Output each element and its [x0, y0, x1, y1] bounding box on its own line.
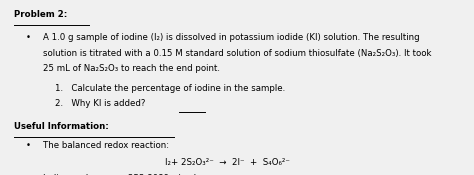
Text: Useful Information:: Useful Information:	[14, 122, 109, 131]
Text: Iodine molar mass: 253.8089 g/mole: Iodine molar mass: 253.8089 g/mole	[43, 174, 201, 175]
Text: •: •	[26, 174, 31, 175]
Text: Problem 2:: Problem 2:	[14, 10, 67, 19]
Text: The balanced redox reaction:: The balanced redox reaction:	[43, 141, 169, 150]
Text: 1.   Calculate the percentage of iodine in the sample.: 1. Calculate the percentage of iodine in…	[55, 84, 285, 93]
Text: solution is titrated with a 0.15 M standard solution of sodium thiosulfate (Na₂S: solution is titrated with a 0.15 M stand…	[43, 49, 431, 58]
Text: •: •	[26, 141, 31, 150]
Text: A 1.0 g sample of iodine (I₂) is dissolved in potassium iodide (KI) solution. Th: A 1.0 g sample of iodine (I₂) is dissolv…	[43, 33, 419, 42]
Text: •: •	[26, 33, 31, 42]
Text: 25 mL of Na₂S₂O₃ to reach the end point.: 25 mL of Na₂S₂O₃ to reach the end point.	[43, 64, 219, 73]
Text: I₂+ 2S₂O₃²⁻  →  2I⁻  +  S₄O₆²⁻: I₂+ 2S₂O₃²⁻ → 2I⁻ + S₄O₆²⁻	[165, 158, 290, 167]
Text: 2.   Why KI is added?: 2. Why KI is added?	[55, 99, 145, 108]
